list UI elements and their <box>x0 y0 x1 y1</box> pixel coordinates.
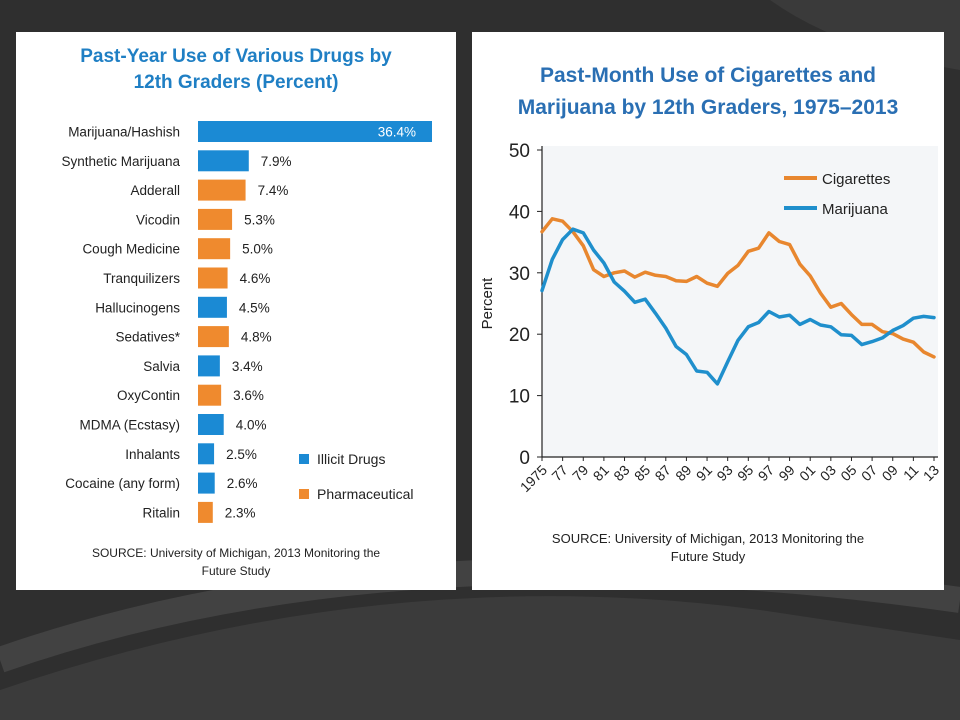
y-tick-label: 50 <box>509 141 530 162</box>
x-tick-label: 89 <box>672 462 694 484</box>
bar-value-label: 2.5% <box>226 447 257 462</box>
bar <box>198 296 227 318</box>
series-line-cigarettes <box>540 217 936 359</box>
bar-value-label: 3.4% <box>232 359 263 374</box>
legend-label: Marijuana <box>822 201 889 218</box>
bar <box>198 121 432 142</box>
bar-value-label: 4.0% <box>236 418 267 433</box>
x-tick-label: 81 <box>590 462 612 484</box>
x-tick-label: 03 <box>817 462 839 484</box>
x-tick-label: 83 <box>610 462 632 484</box>
y-tick-label: 30 <box>509 264 530 285</box>
bar-value-label: 4.6% <box>240 271 271 286</box>
bar-value-label: 2.3% <box>225 505 256 520</box>
x-tick-label: 07 <box>858 462 880 484</box>
bar <box>198 414 224 435</box>
x-tick-label: 97 <box>755 462 777 484</box>
line-chart-title: Past-Month Use of Cigarettes and Marijua… <box>517 64 899 119</box>
bar <box>198 208 233 230</box>
bar-category-label: OxyContin <box>117 388 180 403</box>
bar-value-label: 3.6% <box>233 388 264 403</box>
legend-label: Pharmaceutical <box>317 486 414 502</box>
bar-value-label: 4.5% <box>239 300 270 315</box>
x-tick-label: 01 <box>796 462 818 484</box>
bar-value-label: 7.9% <box>261 154 292 169</box>
legend-swatch <box>299 454 309 464</box>
bar-chart: Marijuana/Hashish 36.4% Synthetic Marijuan… <box>61 121 432 523</box>
bar-chart-source: SOURCE: University of Michigan, 2013 Mon… <box>91 546 381 578</box>
bar <box>198 501 213 523</box>
bar-value-label: 4.8% <box>241 330 272 345</box>
bar-category-label: Cough Medicine <box>82 242 180 257</box>
bar-category-label: Marijuana/Hashish <box>68 125 180 140</box>
bar <box>198 443 215 465</box>
bar-category-label: Hallucinogens <box>95 300 180 315</box>
x-tick-label: 11 <box>900 462 922 484</box>
bar-chart-title: Past-Year Use of Various Drugs by 12th G… <box>80 46 392 93</box>
bar-category-label: Tranquilizers <box>103 271 180 286</box>
bar-category-label: MDMA (Ecstasy) <box>79 418 180 433</box>
y-axis-label: Percent <box>479 277 496 330</box>
x-tick-label: 99 <box>775 462 797 484</box>
plot-area <box>542 146 938 457</box>
bar <box>198 267 228 289</box>
legend-label: Cigarettes <box>822 171 890 188</box>
bar <box>198 238 231 260</box>
y-tick-label: 0 <box>519 448 530 469</box>
bar <box>198 384 222 406</box>
bar-category-label: Vicodin <box>136 212 180 227</box>
bar-chart-panel: Past-Year Use of Various Drugs by 12th G… <box>16 32 456 590</box>
bar-value-label: 36.4% <box>378 125 416 140</box>
bar-value-label: 5.3% <box>244 212 275 227</box>
bar <box>198 150 249 172</box>
x-tick-label: 91 <box>693 462 715 484</box>
y-tick-label: 10 <box>509 387 530 408</box>
x-tick-label: 13 <box>920 462 942 484</box>
x-tick-label: 05 <box>837 462 859 484</box>
x-tick-label: 77 <box>548 462 570 484</box>
bar-value-label: 2.6% <box>227 476 258 491</box>
bar-category-label: Salvia <box>143 359 180 374</box>
x-tick-label: 95 <box>734 462 756 484</box>
line-chart: 01020304050Percent1975777981838587899193… <box>479 141 942 495</box>
y-tick-label: 40 <box>509 202 530 223</box>
series-line-marijuana <box>540 227 936 386</box>
line-chart-source: SOURCE: University of Michigan, 2013 Mon… <box>551 531 865 564</box>
bar-value-label: 5.0% <box>242 242 273 257</box>
bar-value-label: 7.4% <box>258 183 289 198</box>
bar <box>198 355 220 377</box>
x-tick-label: 87 <box>652 462 674 484</box>
y-tick-label: 20 <box>509 325 530 346</box>
bar <box>198 472 215 494</box>
bar-category-label: Adderall <box>130 183 180 198</box>
bar-category-label: Cocaine (any form) <box>65 476 180 491</box>
x-tick-label: 09 <box>879 462 901 484</box>
bar <box>198 179 246 201</box>
x-tick-label: 93 <box>713 462 735 484</box>
legend-swatch <box>299 489 309 499</box>
line-chart-panel: Past-Month Use of Cigarettes and Marijua… <box>472 32 944 590</box>
bar-category-label: Ritalin <box>142 505 180 520</box>
bar-category-label: Synthetic Marijuana <box>61 154 180 169</box>
bar-category-label: Sedatives* <box>115 330 180 345</box>
legend-label: Illicit Drugs <box>317 451 385 467</box>
bar-category-label: Inhalants <box>125 447 180 462</box>
bar <box>198 326 229 348</box>
x-tick-label: 79 <box>569 462 591 484</box>
x-tick-label: 85 <box>631 462 653 484</box>
